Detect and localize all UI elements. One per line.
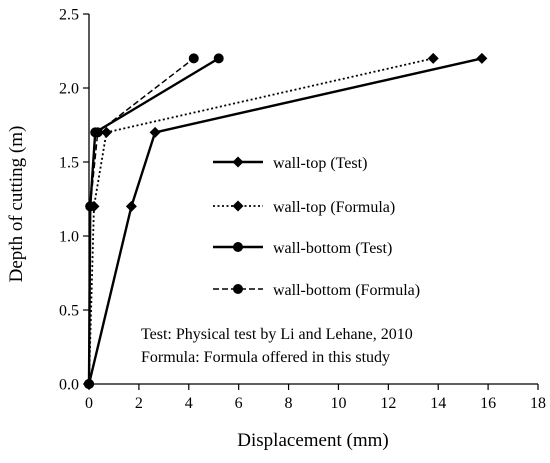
x-tick-label: 8 bbox=[285, 395, 293, 412]
legend: wall-top (Test) wall-top (Formula) wall-bo… bbox=[213, 155, 420, 299]
data-point bbox=[213, 53, 224, 64]
legend-entry: wall-bottom (Formula) bbox=[213, 282, 420, 299]
data-point bbox=[85, 201, 96, 212]
data-point bbox=[125, 200, 137, 212]
x-tick-label: 0 bbox=[85, 395, 93, 412]
x-tick-label: 14 bbox=[430, 395, 446, 412]
y-tick-label: 0.0 bbox=[59, 377, 79, 394]
legend-marker bbox=[232, 200, 244, 212]
legend-entry: wall-top (Test) bbox=[213, 155, 367, 172]
legend-marker bbox=[233, 284, 243, 294]
data-point bbox=[84, 379, 94, 389]
x-tick-label: 10 bbox=[330, 395, 346, 412]
legend-label: wall-bottom (Formula) bbox=[273, 282, 420, 299]
annotation-text: Formula: Formula offered in this study bbox=[141, 349, 390, 366]
x-tick-label: 12 bbox=[380, 395, 396, 412]
y-tick-label: 1.0 bbox=[59, 229, 79, 246]
data-point bbox=[188, 53, 199, 64]
y-tick-label: 2.0 bbox=[59, 81, 79, 98]
y-tick-label: 1.5 bbox=[59, 155, 79, 172]
y-tick-label: 0.5 bbox=[59, 303, 79, 320]
x-tick-label: 2 bbox=[135, 395, 143, 412]
legend-entry: wall-bottom (Test) bbox=[213, 240, 392, 257]
data-point bbox=[92, 127, 103, 138]
data-point bbox=[100, 126, 112, 138]
x-axis-title: Displacement (mm) bbox=[237, 430, 388, 451]
series-line bbox=[87, 57, 483, 385]
data-point bbox=[149, 126, 161, 138]
data-point bbox=[476, 52, 488, 64]
series-line bbox=[87, 57, 220, 385]
legend-entry: wall-top (Formula) bbox=[213, 199, 395, 216]
notes: Test: Physical test by Li and Lehane, 20… bbox=[141, 326, 413, 366]
x-tick-label: 6 bbox=[235, 395, 243, 412]
x-tick-label: 4 bbox=[185, 395, 193, 412]
legend-label: wall-top (Formula) bbox=[273, 199, 395, 216]
legend-marker bbox=[233, 242, 243, 252]
y-axis-title: Depth of cutting (m) bbox=[6, 126, 27, 283]
series-layer bbox=[83, 52, 488, 390]
x-tick-label: 16 bbox=[480, 395, 496, 412]
annotation-text: Test: Physical test by Li and Lehane, 20… bbox=[141, 326, 413, 343]
series-line bbox=[88, 57, 434, 385]
x-tick-label: 18 bbox=[530, 395, 546, 412]
legend-marker bbox=[232, 156, 244, 168]
data-point bbox=[427, 52, 439, 64]
y-tick-label: 2.5 bbox=[59, 7, 79, 24]
legend-label: wall-top (Test) bbox=[273, 155, 367, 172]
series-3 bbox=[84, 53, 199, 389]
legend-label: wall-bottom (Test) bbox=[273, 240, 392, 257]
